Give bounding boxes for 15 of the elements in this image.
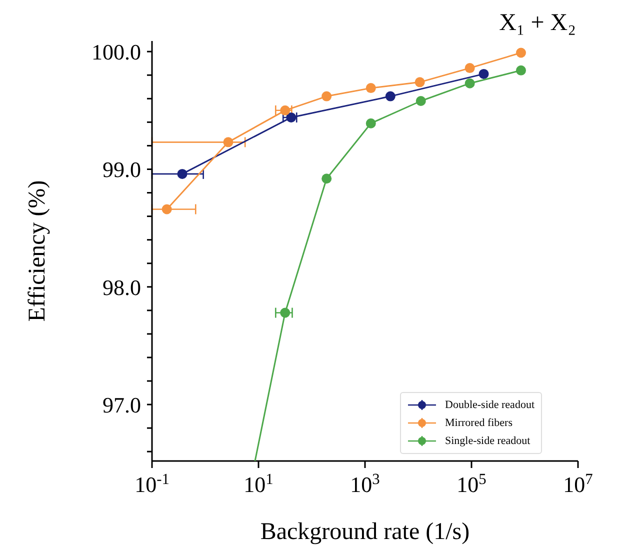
legend-label: Double-side readout [445,399,534,411]
x-tick-label: 10$^{-1}$ [134,470,170,497]
legend-label: Mirrored fibers [445,417,513,429]
chart-title: X₁ + X₂ [499,10,576,37]
y-tick-label: 99.0 [102,157,141,182]
y-tick-label: 98.0 [102,274,141,300]
y-axis-title: Efficiency (%) [24,180,51,322]
x-tick-label: 10$^{1}$ [244,470,274,497]
y-tick-label: 97.0 [102,392,141,418]
y-tick-label: 100.0 [92,40,141,65]
legend-label: Single-side readout [445,435,530,447]
x-tick-label: 10$^{3}$ [350,470,380,497]
x-axis-title: Background rate (1/s) [260,519,470,545]
x-tick-label: 10$^{7}$ [563,470,594,497]
x-tick-label: 10$^{5}$ [456,470,487,497]
